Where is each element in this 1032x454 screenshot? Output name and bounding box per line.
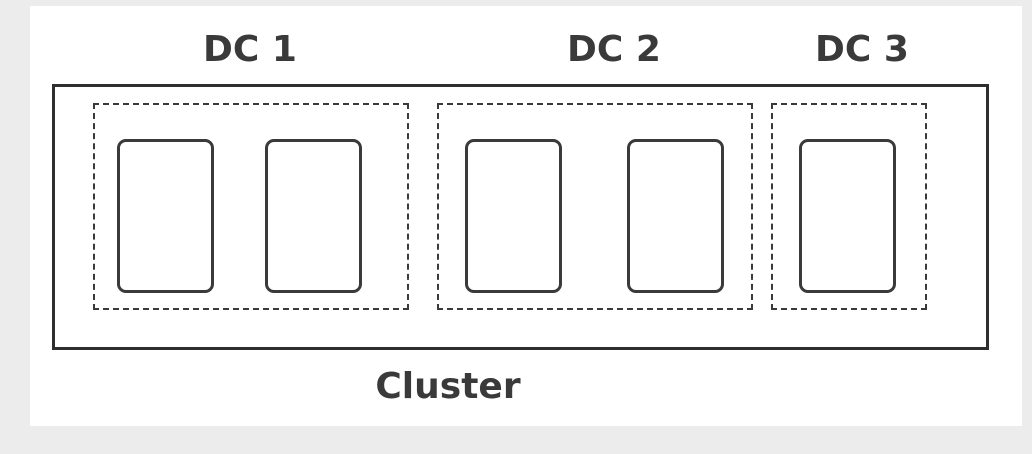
dc-1-node-2 bbox=[265, 139, 362, 293]
dc-3-label: DC 3 bbox=[815, 29, 909, 70]
dc-2-label: DC 2 bbox=[567, 29, 661, 70]
dc-1-label: DC 1 bbox=[203, 29, 297, 70]
dc-2-node-1 bbox=[465, 139, 562, 293]
dc-1-node-1 bbox=[117, 139, 214, 293]
cluster-label: Cluster bbox=[375, 366, 521, 407]
dc-1-box bbox=[93, 103, 409, 310]
dc-3-node-1 bbox=[799, 139, 896, 293]
dc-2-box bbox=[437, 103, 753, 310]
dc-2-node-2 bbox=[627, 139, 724, 293]
cluster-box bbox=[52, 84, 989, 350]
dc-3-box bbox=[771, 103, 927, 310]
